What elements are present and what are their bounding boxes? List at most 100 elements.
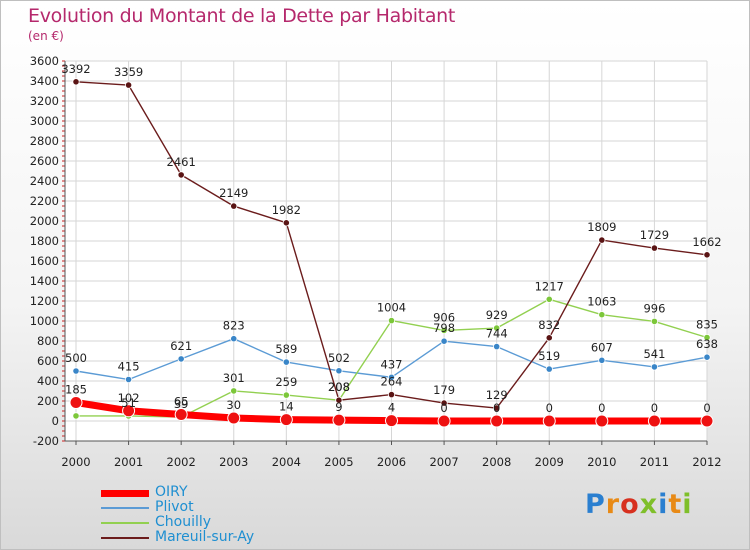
data-point-mareuil-sur-ay <box>72 78 80 86</box>
logo-letter: i <box>658 489 669 520</box>
data-label-chouilly: 1063 <box>587 295 616 309</box>
data-label-mareuil-sur-ay: 1662 <box>692 235 721 249</box>
data-point-chouilly <box>282 391 290 399</box>
data-label-chouilly: 906 <box>433 310 455 324</box>
chart-unit: (en €) <box>28 29 64 43</box>
data-point-chouilly <box>545 295 553 303</box>
legend-swatch <box>101 522 149 524</box>
y-tick-label: 1800 <box>30 234 59 248</box>
data-point-plivot <box>72 367 80 375</box>
data-point-plivot <box>650 363 659 371</box>
data-point-chouilly <box>598 311 606 319</box>
y-tick-label: 200 <box>37 394 59 408</box>
data-label-oiry: 9 <box>335 400 342 414</box>
data-label-oiry: 0 <box>546 401 553 415</box>
data-label-oiry: 0 <box>493 401 500 415</box>
data-label-plivot: 500 <box>65 351 87 365</box>
data-point-plivot <box>335 367 343 375</box>
data-point-chouilly <box>493 324 501 332</box>
legend-item: Chouilly <box>101 514 301 530</box>
x-tick-label: 2007 <box>429 455 458 469</box>
data-label-mareuil-sur-ay: 3392 <box>61 62 90 76</box>
logo-letter: t <box>668 489 683 520</box>
x-tick-label: 2004 <box>272 455 301 469</box>
y-tick-label: 400 <box>37 374 59 388</box>
data-label-plivot: 638 <box>696 337 718 351</box>
data-label-chouilly: 1004 <box>377 301 406 315</box>
data-point-oiry <box>227 411 241 425</box>
data-label-oiry: 0 <box>440 401 447 415</box>
data-point-mareuil-sur-ay <box>493 404 501 412</box>
y-tick-label: 0 <box>52 414 59 428</box>
data-label-oiry: 65 <box>174 395 189 409</box>
data-point-plivot <box>598 356 606 364</box>
data-point-plivot <box>124 375 133 384</box>
data-label-mareuil-sur-ay: 832 <box>538 318 560 332</box>
data-label-chouilly: 39 <box>174 397 189 411</box>
x-tick-label: 2003 <box>219 455 248 469</box>
data-label-chouilly: 835 <box>696 318 718 332</box>
data-point-plivot <box>282 358 290 366</box>
y-tick-label: 3400 <box>30 74 59 88</box>
data-label-mareuil-sur-ay: 2149 <box>219 186 248 200</box>
legend-label: Chouilly <box>155 514 212 530</box>
logo-letter: P <box>585 489 606 520</box>
data-label-plivot: 607 <box>591 340 613 354</box>
data-point-mareuil-sur-ay <box>282 219 290 227</box>
data-point-mareuil-sur-ay <box>230 202 238 210</box>
data-label-mareuil-sur-ay: 1982 <box>272 203 301 217</box>
legend-label: Plivot <box>155 499 194 515</box>
data-label-mareuil-sur-ay: 264 <box>381 375 403 389</box>
data-point-oiry <box>385 414 398 428</box>
data-label-plivot: 437 <box>381 357 403 371</box>
data-point-oiry <box>279 413 293 427</box>
x-tick-label: 2010 <box>587 455 616 469</box>
data-point-oiry <box>69 396 83 409</box>
data-point-mareuil-sur-ay <box>703 251 711 259</box>
data-point-mareuil-sur-ay <box>335 396 343 404</box>
data-label-mareuil-sur-ay: 129 <box>486 388 508 402</box>
data-label-chouilly: 208 <box>328 380 350 394</box>
legend-item: OIRY <box>101 484 301 500</box>
data-point-oiry <box>490 414 504 428</box>
y-tick-label: 2200 <box>30 194 59 208</box>
legend-item: Mareuil-sur-Ay <box>101 529 301 545</box>
y-tick-label: 1400 <box>30 274 59 288</box>
data-label-mareuil-sur-ay: 179 <box>433 383 455 397</box>
y-tick-label: 1200 <box>30 294 59 308</box>
y-tick-label: 1000 <box>30 314 59 328</box>
data-label-plivot: 798 <box>433 321 455 335</box>
proxiti-logo: Proxiti <box>585 489 693 520</box>
data-point-oiry <box>595 414 609 428</box>
y-tick-label: 800 <box>37 334 59 348</box>
grid-lines <box>65 60 708 442</box>
data-label-oiry: 14 <box>279 400 294 414</box>
data-label-mareuil-sur-ay: 3359 <box>114 65 143 79</box>
y-tick-label: 2000 <box>30 214 59 228</box>
data-point-mareuil-sur-ay <box>598 236 606 244</box>
data-label-chouilly: 929 <box>486 308 508 322</box>
x-tick-label: 2001 <box>114 455 143 469</box>
data-label-oiry: 0 <box>598 401 605 415</box>
data-point-oiry <box>174 408 188 421</box>
legend-swatch <box>101 537 149 539</box>
legend-label: Mareuil-sur-Ay <box>155 529 255 545</box>
y-tick-label: 3000 <box>30 114 59 128</box>
y-tick-label: 3600 <box>30 54 59 68</box>
data-point-chouilly <box>230 387 238 395</box>
data-label-plivot: 541 <box>643 347 665 361</box>
data-label-chouilly: 301 <box>223 371 245 385</box>
data-point-mareuil-sur-ay <box>440 399 448 407</box>
data-label-chouilly: 996 <box>643 301 665 315</box>
legend-swatch <box>101 507 149 509</box>
data-labels: 185 102 65 30 14 9 4 0 0 0 0 0 0 500 415 621 823 589 502 43… <box>61 62 721 415</box>
data-label-oiry: 102 <box>118 391 140 405</box>
x-tick-label: 2008 <box>482 455 511 469</box>
x-tick-label: 2012 <box>692 455 721 469</box>
x-tick-label: 2005 <box>324 455 353 469</box>
data-point-plivot <box>387 373 396 381</box>
data-point-chouilly <box>703 333 711 342</box>
y-tick-label: 2400 <box>30 174 59 188</box>
series-lines <box>69 78 714 428</box>
